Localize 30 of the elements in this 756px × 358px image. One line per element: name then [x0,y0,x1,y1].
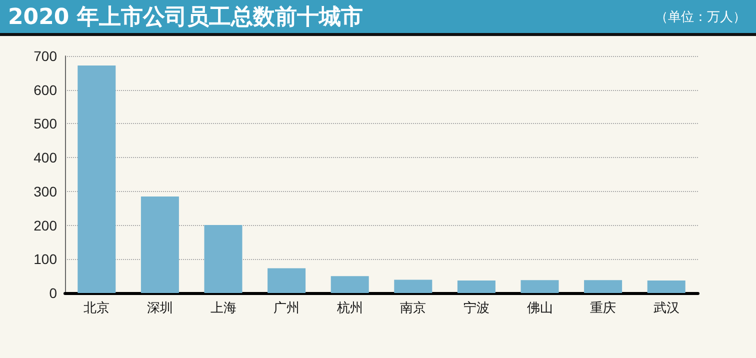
bar [457,280,496,293]
x-tick-label: 北京 [84,300,110,315]
bar [268,268,306,293]
y-tick-label: 100 [34,251,58,268]
y-tick-label: 600 [34,82,58,98]
bar [584,280,622,293]
bar [330,276,369,293]
x-tick-label: 南京 [400,300,426,315]
x-tick-label: 广州 [274,300,300,315]
x-tick-label: 佛山 [526,300,553,315]
y-tick-label: 400 [34,150,58,166]
y-tick-label: 700 [34,48,58,64]
y-tick-label: 500 [34,116,58,132]
y-tick-label: 0 [49,285,58,301]
bar [140,196,179,293]
bar [520,280,559,293]
chart-subtitle: （单位：万人） [655,8,746,26]
bar [204,224,242,293]
x-tick-label: 杭州 [336,300,363,315]
y-tick-label: 300 [34,183,58,200]
x-tick-label: 宁波 [463,300,490,315]
x-tick-label: 深圳 [146,300,173,315]
bar [647,280,686,293]
y-tick-label: 200 [34,217,58,234]
bar [394,280,432,293]
x-tick-label: 上海 [210,300,236,315]
chart-title: 2020 年上市公司员工总数前十城市 [8,4,363,32]
x-tick-label: 重庆 [590,300,616,315]
x-tick-label: 武汉 [653,300,680,315]
bar [78,65,116,293]
